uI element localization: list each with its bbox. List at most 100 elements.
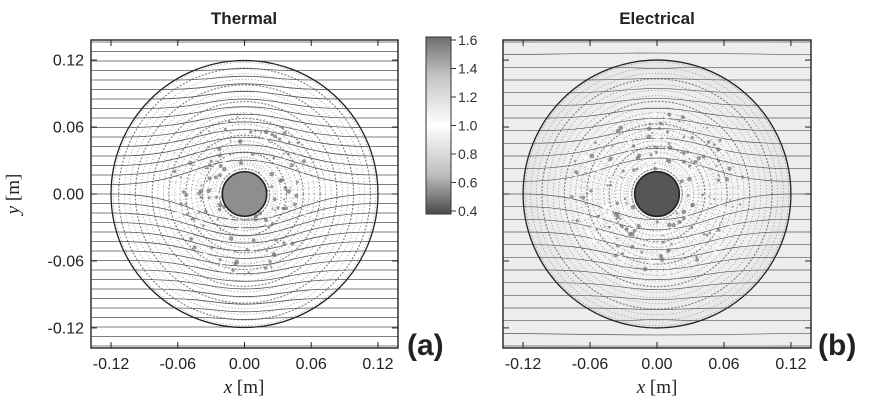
texture-dot: [682, 210, 687, 215]
colorbar-gradient: [426, 37, 451, 214]
flow-line: [89, 242, 400, 259]
texture-dot: [605, 152, 607, 154]
texture-dot: [649, 258, 652, 261]
texture-dot: [218, 173, 222, 177]
texture-dot: [655, 143, 658, 146]
texture-dot: [667, 250, 670, 253]
texture-dot: [296, 180, 299, 183]
texture-dot: [288, 141, 291, 144]
texture-dot: [180, 215, 183, 218]
texture-dot: [609, 184, 612, 187]
texture-dot: [574, 160, 576, 162]
texture-dot: [706, 127, 708, 129]
texture-dot: [251, 126, 255, 130]
texture-dot: [205, 167, 207, 169]
texture-dot: [210, 160, 213, 163]
texture-dot: [200, 132, 202, 134]
texture-dot: [238, 139, 243, 144]
texture-dot: [301, 172, 303, 174]
texture-dot: [718, 152, 720, 154]
texture-dot: [687, 211, 689, 213]
texture-dot: [222, 170, 224, 172]
texture-dot: [249, 130, 252, 133]
texture-dot: [240, 159, 242, 161]
texture-dot: [293, 202, 297, 206]
texture-dot: [208, 196, 211, 199]
texture-dot: [666, 130, 669, 133]
panel-label-b: (b): [818, 329, 856, 362]
texture-dot: [236, 224, 238, 226]
texture-dot: [295, 157, 297, 159]
texture-dot: [628, 155, 633, 160]
texture-dot: [237, 168, 239, 170]
texture-dot: [668, 142, 671, 145]
texture-dot: [286, 189, 291, 194]
texture-dot: [640, 163, 642, 165]
texture-dot: [237, 237, 240, 240]
texture-dot: [678, 120, 680, 122]
texture-dot: [204, 210, 207, 213]
texture-dot: [287, 153, 290, 156]
texture-dot: [595, 235, 600, 240]
texture-dot: [195, 160, 198, 163]
texture-dot: [622, 259, 626, 263]
texture-dot: [223, 271, 225, 273]
colorbar-tick-label: 1.2: [458, 89, 478, 105]
x-tick-label: -0.06: [572, 356, 609, 373]
texture-dot: [274, 209, 276, 211]
electrical-plot: [501, 40, 813, 348]
texture-dot: [707, 140, 711, 144]
texture-dot: [247, 232, 250, 235]
texture-dot: [275, 187, 277, 189]
texture-dot: [625, 186, 627, 188]
texture-dot: [193, 245, 197, 249]
texture-dot: [315, 181, 317, 183]
texture-dot: [667, 223, 672, 228]
texture-dot: [245, 261, 247, 263]
texture-dot: [697, 156, 701, 160]
texture-dot: [661, 243, 664, 246]
texture-dot: [223, 213, 226, 216]
texture-dot: [596, 167, 600, 171]
texture-dot: [260, 132, 262, 134]
colorbar: 1.61.41.21.00.80.60.4: [426, 32, 478, 219]
texture-dot: [253, 270, 256, 273]
texture-dot: [213, 124, 215, 126]
texture-dot: [629, 254, 633, 258]
texture-dot: [656, 220, 659, 223]
texture-dot: [586, 193, 588, 195]
texture-dot: [570, 195, 574, 199]
texture-dot: [706, 234, 709, 237]
texture-dot: [283, 153, 285, 155]
texture-dot: [647, 127, 651, 131]
texture-dot: [633, 225, 637, 229]
texture-dot: [576, 173, 578, 175]
electrical-xlabel: x [m]: [636, 377, 678, 398]
texture-dot: [625, 227, 629, 231]
texture-dot: [248, 271, 250, 273]
flow-line: [89, 299, 400, 305]
texture-dot: [637, 154, 641, 158]
texture-dot: [592, 226, 596, 230]
texture-dot: [269, 142, 271, 144]
texture-dot: [658, 224, 662, 228]
texture-dot: [696, 234, 700, 238]
texture-dot: [640, 139, 643, 142]
texture-dot: [682, 160, 686, 164]
texture-dot: [249, 167, 252, 170]
texture-dot: [244, 245, 246, 247]
texture-dot: [719, 188, 722, 191]
texture-dot: [636, 168, 639, 171]
texture-dot: [293, 228, 297, 232]
texture-dot: [614, 253, 618, 257]
texture-dot: [278, 137, 281, 140]
texture-dot: [652, 112, 657, 117]
texture-dot: [315, 194, 319, 198]
flow-line: [89, 76, 400, 80]
texture-dot: [690, 170, 694, 174]
texture-dot: [271, 208, 273, 210]
texture-dot: [738, 190, 741, 193]
cloak-spoke: [269, 187, 328, 192]
colorbar-tick-label: 1.4: [458, 61, 478, 77]
texture-dot: [258, 171, 260, 173]
